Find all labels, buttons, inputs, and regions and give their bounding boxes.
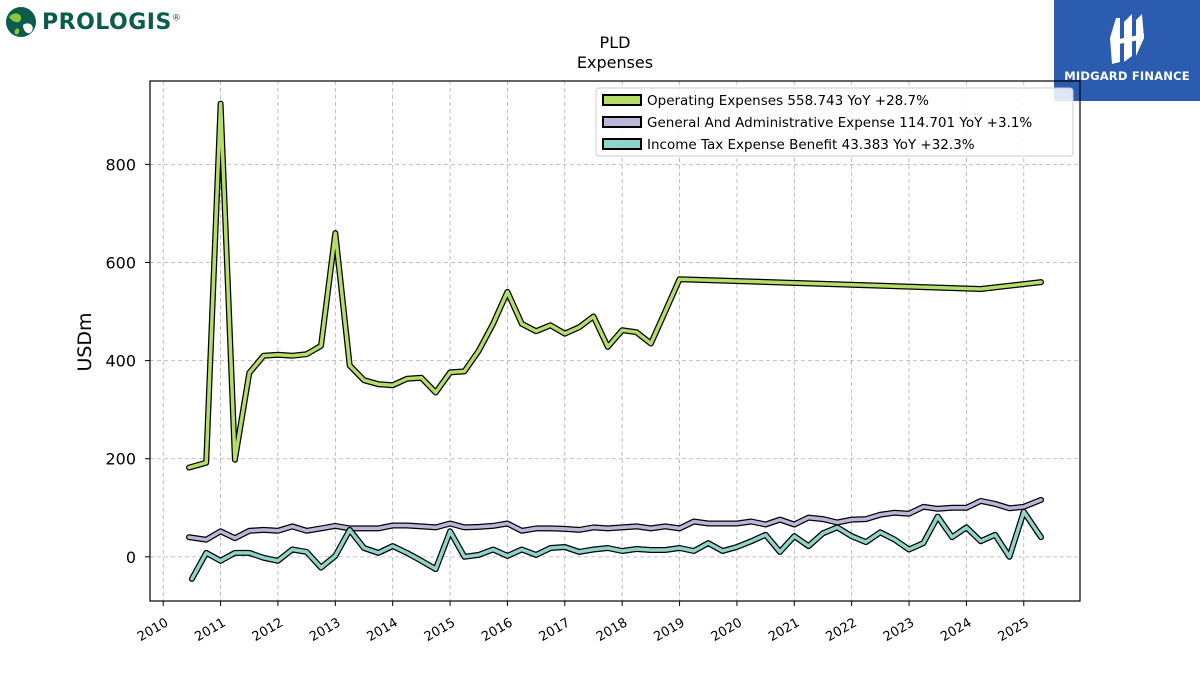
series-lines bbox=[186, 100, 1044, 582]
midgard-finance-wordmark: MIDGARD FINANCE bbox=[1064, 69, 1190, 83]
x-tick-label: 2021 bbox=[766, 615, 802, 645]
x-tick-label: 2019 bbox=[651, 615, 687, 645]
series-line-1 bbox=[187, 101, 1043, 470]
x-tick-label: 2023 bbox=[881, 615, 917, 645]
y-tick-label: 200 bbox=[105, 450, 136, 469]
legend-label: Income Tax Expense Benefit 43.383 YoY +3… bbox=[647, 137, 975, 153]
x-tick-label: 2022 bbox=[823, 615, 859, 645]
chart-title: PLD bbox=[600, 33, 631, 52]
legend-label: General And Administrative Expense 114.7… bbox=[647, 115, 1032, 131]
y-tick-label: 800 bbox=[105, 155, 136, 174]
x-tick-label: 2025 bbox=[996, 615, 1032, 645]
x-tick-label: 2015 bbox=[422, 615, 458, 645]
prologis-logo: PROLOGIS® bbox=[4, 4, 181, 40]
midgard-monogram-icon bbox=[1110, 14, 1144, 64]
x-tick-label: 2024 bbox=[938, 615, 974, 645]
y-tick-label: 600 bbox=[105, 254, 136, 273]
legend-label: Operating Expenses 558.743 YoY +28.7% bbox=[647, 93, 929, 109]
legend-box bbox=[595, 87, 1074, 157]
grid-lines bbox=[150, 81, 1080, 601]
x-tick-label: 2014 bbox=[365, 615, 401, 645]
legend-swatch bbox=[602, 116, 642, 128]
series-line-3 bbox=[190, 509, 1043, 581]
series-outline-3 bbox=[188, 508, 1044, 582]
series-outline-2 bbox=[186, 496, 1044, 543]
plot-frame bbox=[149, 80, 1081, 602]
prologis-wordmark: PROLOGIS® bbox=[42, 9, 182, 35]
x-tick-label: 2013 bbox=[307, 615, 343, 645]
x-tick-label: 2010 bbox=[135, 615, 171, 645]
legend-swatch bbox=[602, 94, 642, 106]
y-tick-label: 400 bbox=[105, 352, 136, 371]
midgard-finance-logo: MIDGARD FINANCE bbox=[1054, 0, 1200, 101]
y-axis-label: USDm bbox=[74, 312, 96, 371]
series-line-2 bbox=[187, 498, 1043, 542]
x-tick-label: 2020 bbox=[709, 615, 745, 645]
chart-subtitle: Expenses bbox=[577, 53, 653, 72]
x-tick-label: 2018 bbox=[594, 615, 630, 645]
legend: Operating Expenses 558.743 YoY +28.7% Gen… bbox=[595, 87, 1074, 157]
x-tick-label: 2016 bbox=[479, 615, 515, 645]
y-tick-label: 0 bbox=[126, 548, 136, 567]
legend-swatch bbox=[602, 138, 642, 150]
x-tick-label: 2011 bbox=[192, 615, 228, 645]
x-tick-label: 2012 bbox=[250, 615, 286, 645]
x-tick-label: 2017 bbox=[537, 615, 573, 645]
globe-icon bbox=[6, 7, 36, 37]
